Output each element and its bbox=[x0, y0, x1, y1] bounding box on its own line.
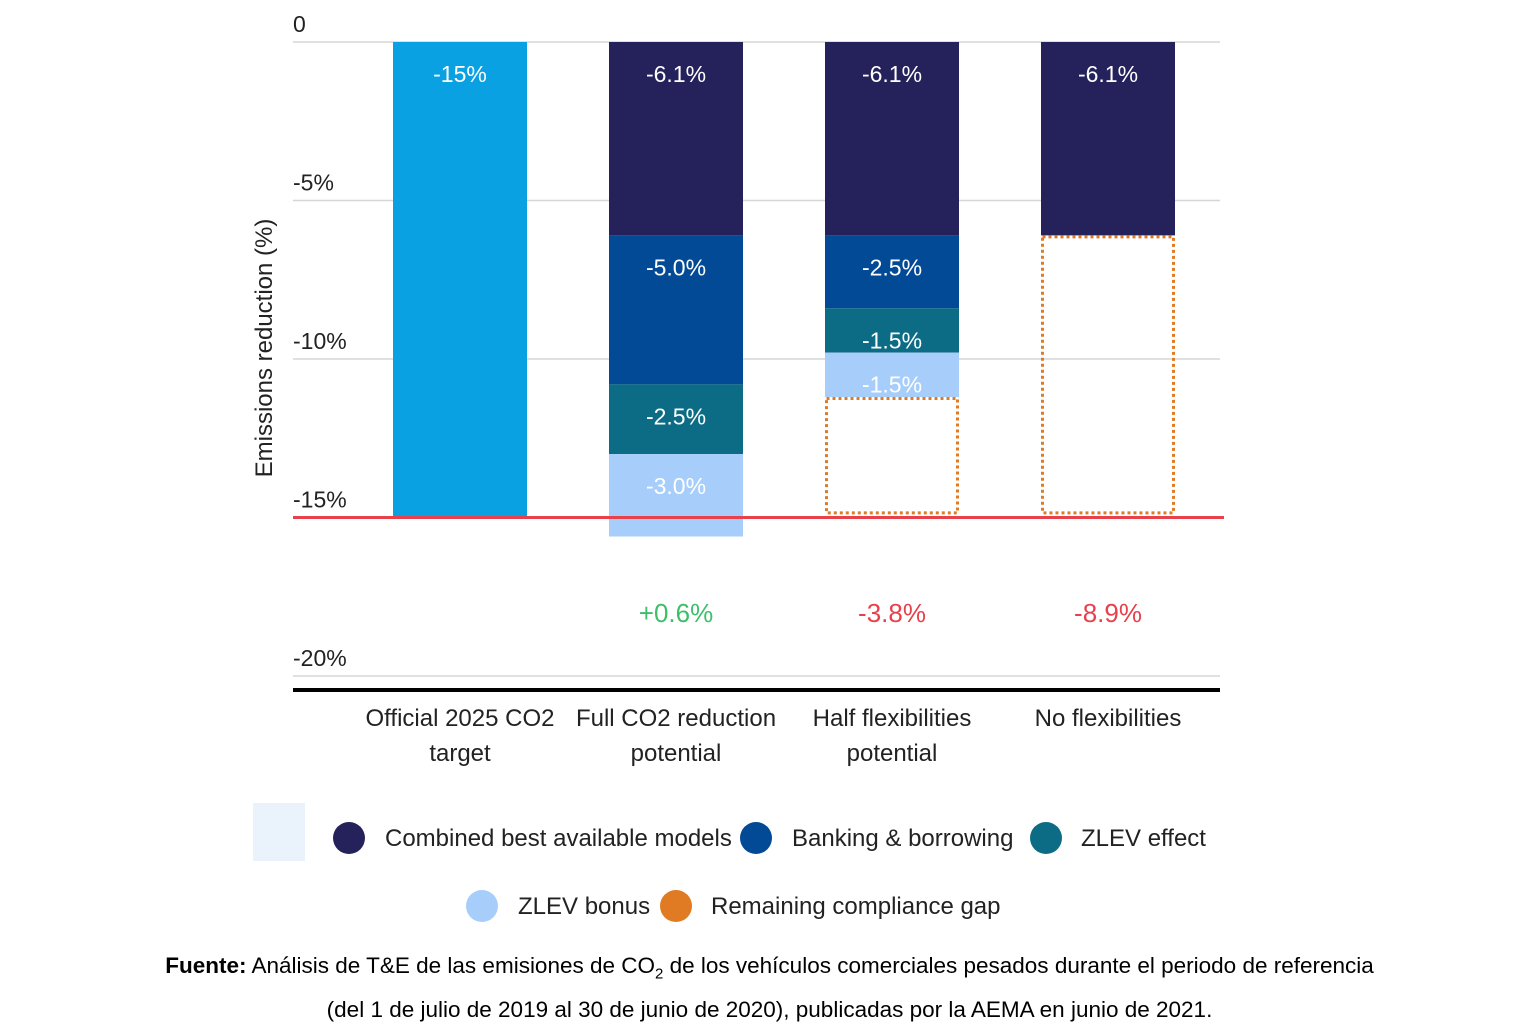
legend-marker-icon bbox=[660, 890, 692, 922]
caption-line-1: Fuente: Análisis de T&E de las emisiones… bbox=[0, 948, 1539, 992]
segment-value-label: -6.1% bbox=[646, 61, 706, 87]
bar-segment bbox=[609, 384, 743, 455]
y-tick-label: -15% bbox=[293, 487, 347, 513]
bar-segment bbox=[393, 42, 527, 518]
segment-value-label: -1.5% bbox=[862, 327, 922, 353]
legend-marker-icon bbox=[740, 822, 772, 854]
segment-value-label: -2.5% bbox=[646, 403, 706, 429]
category-label-line-2: potential bbox=[847, 740, 938, 767]
legend-label: ZLEV effect bbox=[1081, 825, 1206, 852]
category-label-line-2: target bbox=[429, 740, 491, 767]
bar-segment bbox=[825, 42, 959, 236]
y-tick-label: -10% bbox=[293, 328, 347, 354]
category-label-line-2: potential bbox=[631, 740, 722, 767]
caption-text-1a: Análisis de T&E de las emisiones de CO bbox=[246, 953, 656, 978]
caption-subscript: 2 bbox=[655, 965, 664, 983]
bar-segment bbox=[609, 235, 743, 385]
category-label-line-1: Half flexibilities bbox=[813, 705, 972, 732]
legend-marker-icon bbox=[333, 822, 365, 854]
legend-marker-icon bbox=[1030, 822, 1062, 854]
category-label-line-1: No flexibilities bbox=[1035, 705, 1182, 732]
legend-marker-icon bbox=[466, 890, 498, 922]
y-axis-label: Emissions reduction (%) bbox=[251, 219, 278, 478]
segment-value-label: -3.0% bbox=[646, 473, 706, 499]
segment-value-label: -15% bbox=[433, 61, 487, 87]
y-axis-ticks: 0 -5% -10% -15% -20% bbox=[293, 11, 347, 671]
y-tick-label: 0 bbox=[293, 11, 306, 37]
compliance-gap-box bbox=[1041, 235, 1175, 515]
result-gap-label: -3.8% bbox=[858, 598, 926, 628]
segment-value-label: -2.5% bbox=[862, 254, 922, 280]
category-label-line-1: Official 2025 CO2 bbox=[366, 705, 555, 732]
bar-segment bbox=[1041, 42, 1175, 236]
source-caption: Fuente: Análisis de T&E de las emisiones… bbox=[0, 948, 1539, 1027]
segment-value-label: -6.1% bbox=[1078, 61, 1138, 87]
bars bbox=[393, 42, 1175, 537]
segment-value-label: -1.5% bbox=[862, 372, 922, 398]
legend-label: ZLEV bonus bbox=[518, 893, 650, 920]
y-tick-label: -20% bbox=[293, 645, 347, 671]
result-gap-label: -8.9% bbox=[1074, 598, 1142, 628]
bar-segment bbox=[825, 352, 959, 398]
caption-bold-label: Fuente: bbox=[165, 953, 247, 978]
bar-segment bbox=[609, 42, 743, 236]
bar-segment bbox=[825, 308, 959, 353]
legend-label: Combined best available models bbox=[385, 825, 732, 852]
x-axis-category-labels: Official 2025 CO2 target Full CO2 reductio… bbox=[366, 705, 1182, 767]
compliance-gap-boxes bbox=[825, 235, 1175, 515]
segment-value-label: -5.0% bbox=[646, 254, 706, 280]
caption-line-2: (del 1 de julio de 2019 al 30 de junio d… bbox=[326, 996, 1213, 1022]
caption-text-1b: de los vehículos comerciales pesados dur… bbox=[663, 953, 1374, 978]
y-tick-label: -5% bbox=[293, 170, 334, 196]
bar-segment bbox=[825, 235, 959, 309]
segment-value-label: -6.1% bbox=[862, 61, 922, 87]
category-label-line-1: Full CO2 reduction bbox=[576, 705, 776, 732]
legend-label: Banking & borrowing bbox=[792, 825, 1013, 852]
stacked-bar-chart: 0 -5% -10% -15% -20% Emissions reduction (%)… bbox=[251, 11, 1224, 922]
legend: Combined best available models Banking & … bbox=[253, 803, 1206, 922]
bar-segment bbox=[609, 454, 743, 537]
result-labels: +0.6% -3.8% -8.9% bbox=[639, 598, 1142, 628]
legend-label: Remaining compliance gap bbox=[711, 893, 1001, 920]
segment-labels: -15% -6.1% -5.0% -2.5% -3.0% -6.1% -2.5% -1.5% -… bbox=[433, 61, 1138, 499]
compliance-gap-box bbox=[825, 397, 959, 515]
legend-swatch-square bbox=[253, 803, 305, 861]
result-gap-label: +0.6% bbox=[639, 598, 713, 628]
